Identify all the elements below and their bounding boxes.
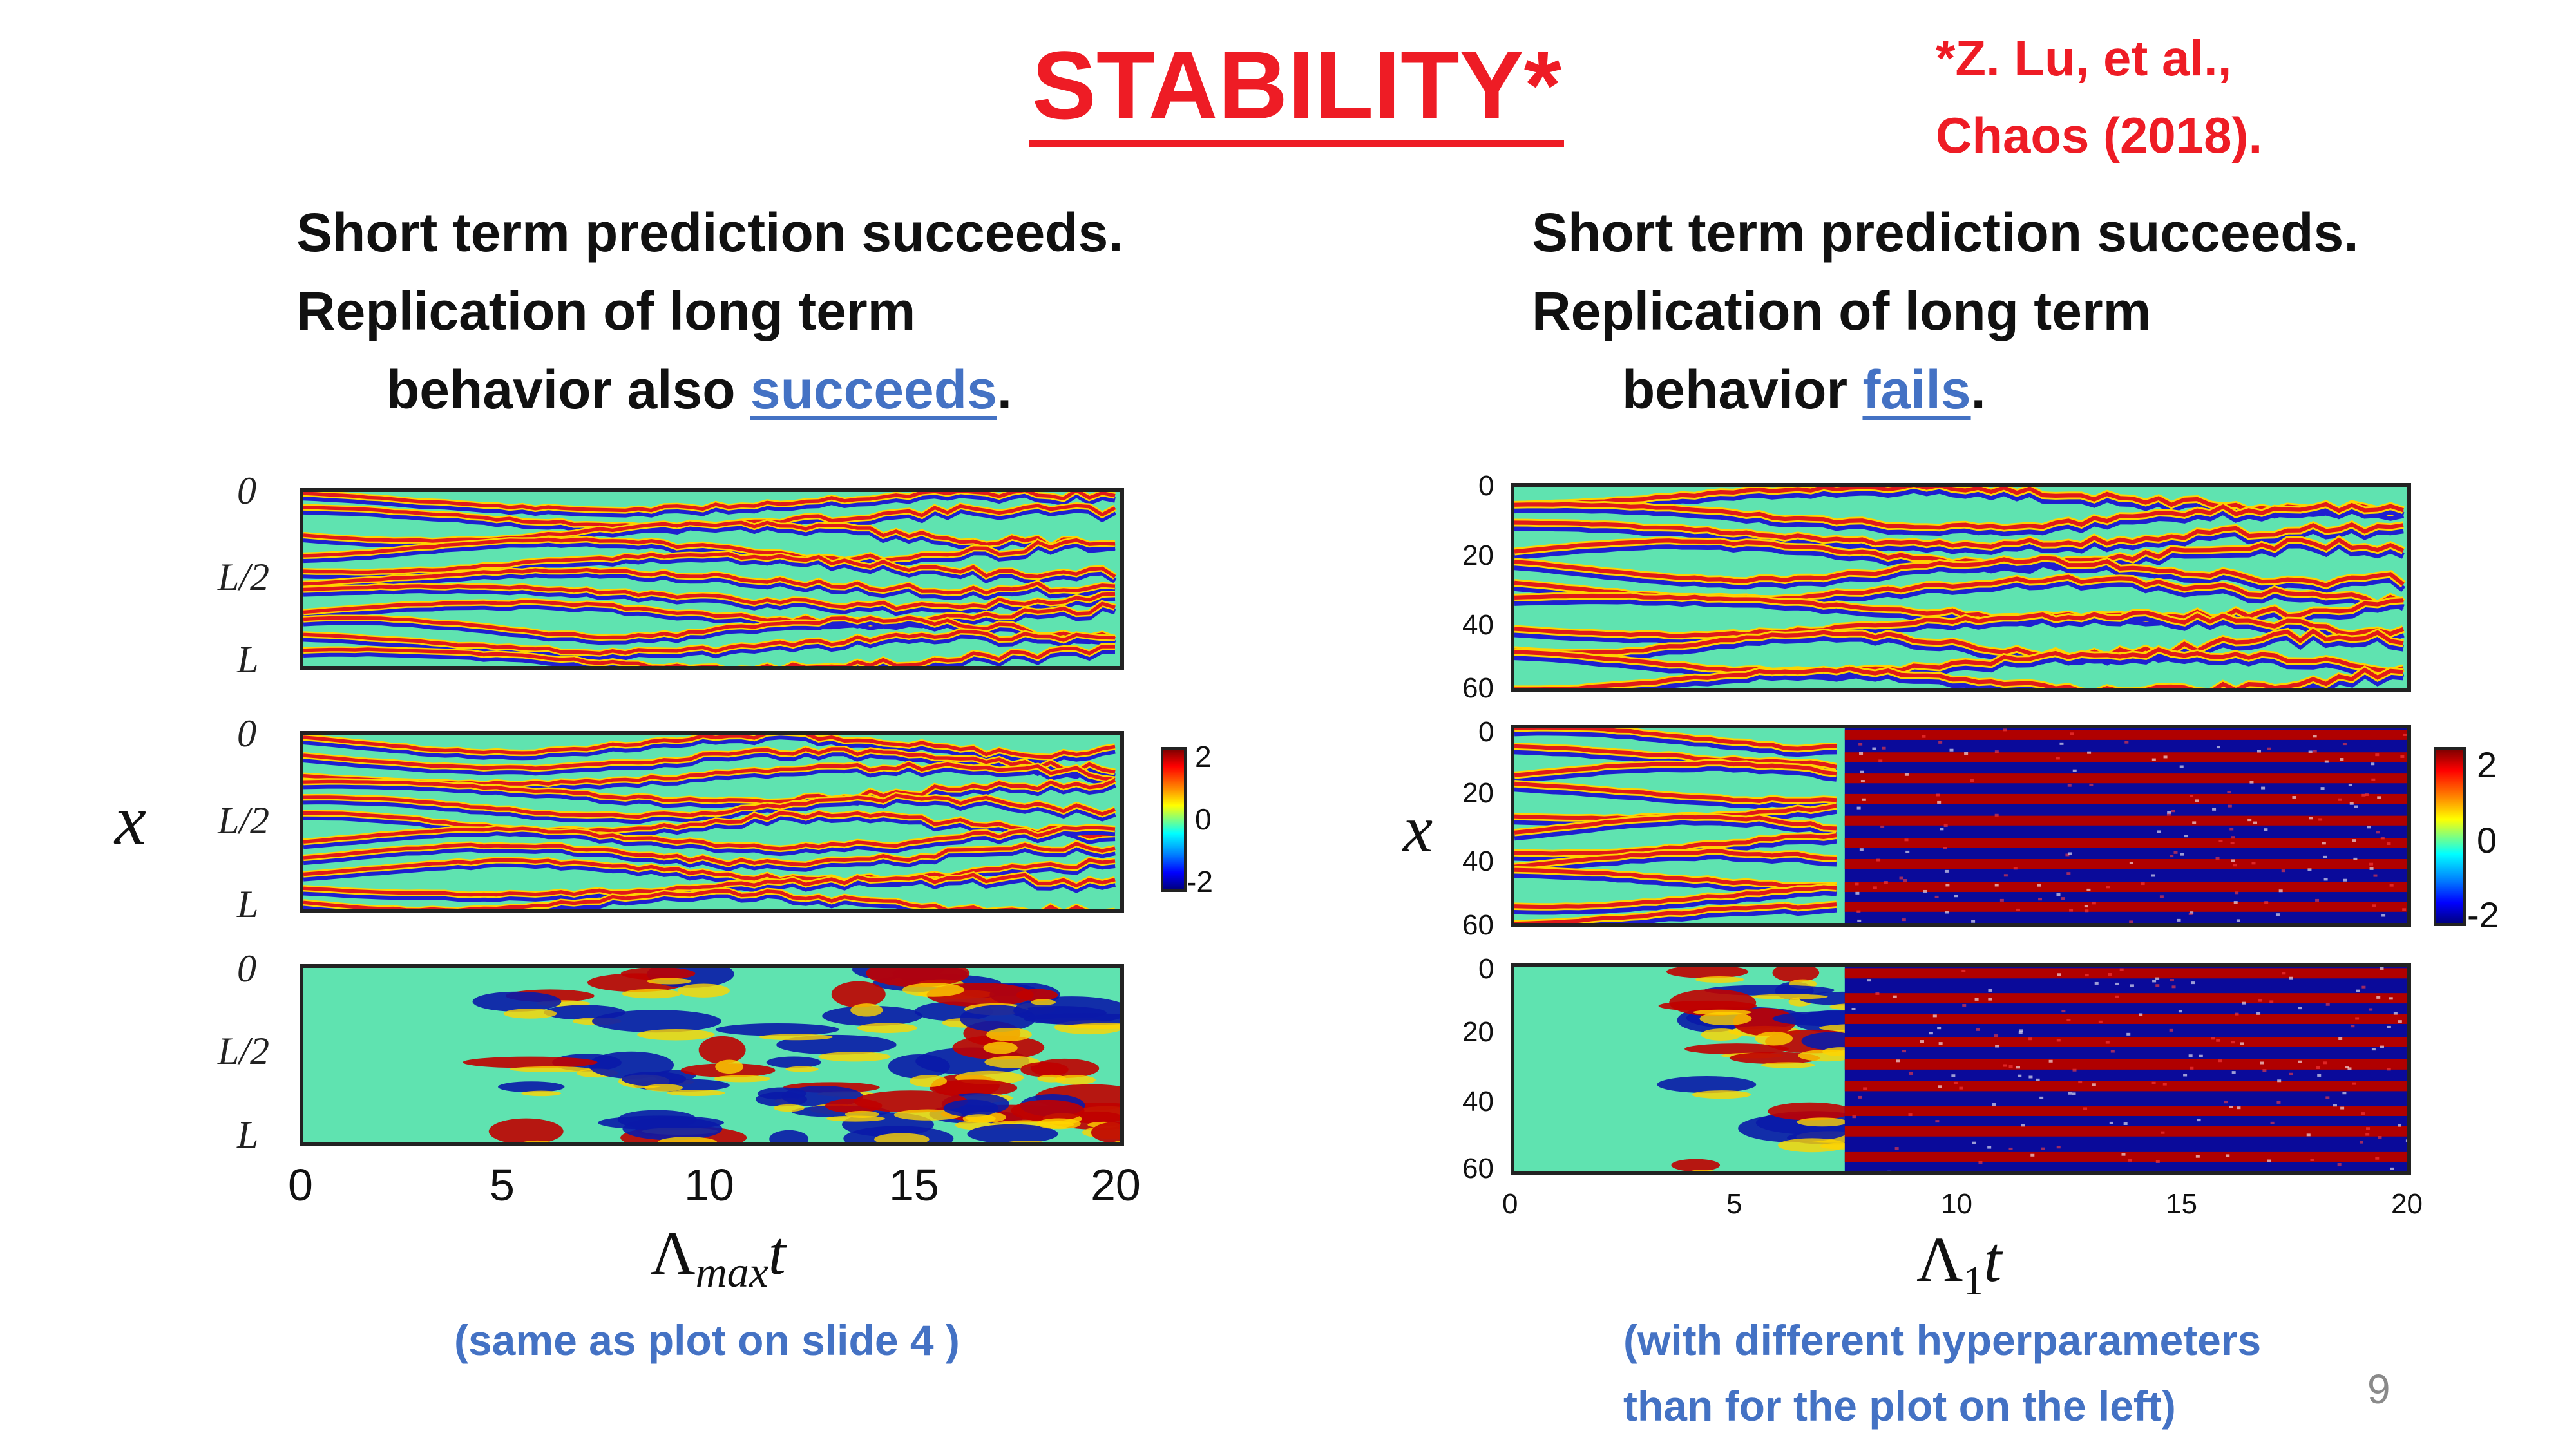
right-caption-line-2: Replication of long term bbox=[1532, 281, 2151, 341]
left-x-axis-label: Λmaxt bbox=[651, 1217, 786, 1298]
right-x-axis-label: Λ1t bbox=[1916, 1222, 2001, 1305]
left-panel-error bbox=[300, 964, 1124, 1146]
right-ytick-60-p1: 60 bbox=[1462, 672, 1494, 704]
left-xtick-15: 15 bbox=[889, 1160, 939, 1210]
left-colorbar bbox=[1161, 747, 1187, 892]
left-caption-line-3-suffix: . bbox=[997, 359, 1013, 420]
reference-line-1: *Z. Lu, et al., bbox=[1936, 30, 2232, 86]
right-panel-error-field bbox=[1514, 967, 2407, 1171]
right-colorbar bbox=[2434, 747, 2466, 926]
page-number: 9 bbox=[2367, 1366, 2390, 1412]
right-cbar-tick-2: 2 bbox=[2477, 744, 2497, 785]
right-xtick-15: 15 bbox=[2166, 1188, 2197, 1220]
left-ytick-half-p3: L/2 bbox=[218, 1030, 270, 1072]
left-note-line-1: (same as plot on slide 4 ) bbox=[454, 1316, 960, 1364]
left-panel-prediction-field bbox=[303, 735, 1120, 909]
reference-citation: *Z. Lu, et al., Chaos (2018). bbox=[1936, 19, 2262, 174]
left-caption-line-2: Replication of long term bbox=[296, 281, 916, 341]
right-caption-line-3-prefix: behavior bbox=[1622, 359, 1863, 420]
right-x-label-var: t bbox=[1983, 1224, 2002, 1295]
left-panel-truth-field bbox=[303, 492, 1120, 666]
left-x-label-sub: max bbox=[695, 1247, 768, 1297]
right-caption-line-3-suffix: . bbox=[1970, 359, 1986, 420]
right-panel-prediction bbox=[1511, 724, 2411, 927]
right-panel-error bbox=[1511, 963, 2411, 1175]
right-ytick-0-p1: 0 bbox=[1478, 470, 1494, 502]
left-ytick-half-p2: L/2 bbox=[218, 799, 270, 842]
right-note: (with different hyperparameters than for… bbox=[1623, 1307, 2261, 1439]
reference-line-2: Chaos (2018). bbox=[1936, 107, 2263, 164]
left-cbar-tick-2: 2 bbox=[1195, 740, 1212, 773]
right-panel-prediction-field bbox=[1514, 728, 2407, 923]
right-ytick-40-p2: 40 bbox=[1462, 846, 1494, 877]
right-caption-line-1: Short term prediction succeeds. bbox=[1532, 202, 2359, 263]
right-xtick-10: 10 bbox=[1941, 1188, 1972, 1220]
left-ytick-l-p3: L bbox=[237, 1113, 259, 1156]
right-x-label-sub: 1 bbox=[1963, 1258, 1984, 1303]
right-panel-truth bbox=[1511, 483, 2411, 692]
left-ytick-0-p3: 0 bbox=[237, 947, 256, 990]
right-ytick-20-p3: 20 bbox=[1462, 1016, 1494, 1048]
right-ytick-0-p2: 0 bbox=[1478, 716, 1494, 748]
left-caption-line-3: behavior also succeeds. bbox=[296, 350, 1123, 429]
right-ytick-60-p3: 60 bbox=[1462, 1153, 1494, 1184]
left-y-axis-label: x bbox=[115, 781, 146, 859]
right-cbar-tick-0: 0 bbox=[2477, 820, 2497, 860]
left-x-label-var: t bbox=[768, 1218, 786, 1287]
left-caption-line-3-prefix: behavior also bbox=[386, 359, 750, 420]
left-x-label-lambda: Λ bbox=[651, 1218, 696, 1287]
left-ytick-half-p1: L/2 bbox=[218, 556, 270, 598]
left-xtick-5: 5 bbox=[490, 1160, 515, 1210]
right-xtick-5: 5 bbox=[1726, 1188, 1742, 1220]
right-xtick-0: 0 bbox=[1502, 1188, 1518, 1220]
right-ytick-20-p2: 20 bbox=[1462, 777, 1494, 809]
right-x-label-lambda: Λ bbox=[1916, 1224, 1963, 1295]
left-xtick-20: 20 bbox=[1091, 1160, 1141, 1210]
left-ytick-0-p2: 0 bbox=[237, 712, 256, 755]
left-caption: Short term prediction succeeds. Replicat… bbox=[296, 193, 1123, 429]
left-panel-truth bbox=[300, 488, 1124, 670]
left-caption-line-1: Short term prediction succeeds. bbox=[296, 202, 1123, 263]
right-xtick-20: 20 bbox=[2391, 1188, 2423, 1220]
right-fails-link[interactable]: fails bbox=[1862, 359, 1971, 420]
left-panel-error-field bbox=[303, 968, 1120, 1142]
right-ytick-0-p3: 0 bbox=[1478, 953, 1494, 985]
left-ytick-l-p2: L bbox=[237, 883, 259, 925]
right-ytick-60-p2: 60 bbox=[1462, 909, 1494, 941]
left-succeeds-link[interactable]: succeeds bbox=[750, 359, 997, 420]
right-ytick-40-p3: 40 bbox=[1462, 1086, 1494, 1117]
left-xtick-0: 0 bbox=[288, 1160, 313, 1210]
right-ytick-20-p1: 20 bbox=[1462, 540, 1494, 571]
left-xtick-10: 10 bbox=[684, 1160, 734, 1210]
left-cbar-tick-neg2: -2 bbox=[1187, 865, 1213, 898]
right-ytick-40-p1: 40 bbox=[1462, 609, 1494, 641]
slide-title: STABILITY* bbox=[1029, 33, 1564, 147]
right-y-axis-label: x bbox=[1403, 792, 1433, 866]
right-note-line-1: (with different hyperparameters bbox=[1623, 1316, 2262, 1364]
left-panel-prediction bbox=[300, 731, 1124, 913]
left-ytick-0-p1: 0 bbox=[237, 469, 256, 512]
left-note: (same as plot on slide 4 ) bbox=[454, 1307, 960, 1373]
right-note-line-2: than for the plot on the left) bbox=[1623, 1382, 2176, 1430]
right-caption: Short term prediction succeeds. Replicat… bbox=[1532, 193, 2359, 429]
right-caption-line-3: behavior fails. bbox=[1532, 350, 2359, 429]
left-ytick-l-p1: L bbox=[237, 638, 259, 681]
right-cbar-tick-neg2: -2 bbox=[2467, 895, 2499, 935]
right-panel-truth-field bbox=[1514, 487, 2407, 688]
left-cbar-tick-0: 0 bbox=[1195, 802, 1212, 836]
